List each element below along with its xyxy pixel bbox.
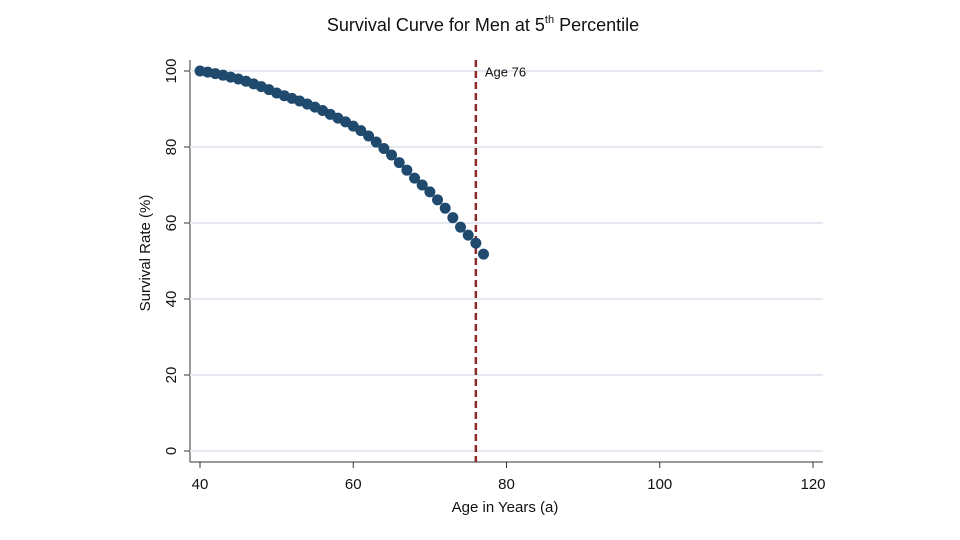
point (409, 172, 421, 184)
point (478, 248, 490, 260)
x-tick-label: 100 (647, 476, 672, 493)
y-axis-title: Survival Rate (%) (137, 195, 154, 312)
x-tick-label: 80 (498, 476, 515, 493)
y-tick-label: 0 (163, 447, 180, 455)
x-axis-title: Age in Years (a) (452, 499, 559, 516)
point (355, 125, 367, 137)
y-tick-label: 60 (163, 215, 180, 232)
point (393, 157, 405, 169)
point (386, 149, 398, 161)
reference-label: Age 76 (485, 64, 526, 79)
title-text: Survival Curve for Men at 5 (327, 15, 545, 35)
point (447, 212, 459, 224)
point (424, 186, 436, 198)
point (378, 143, 390, 155)
point (470, 237, 482, 249)
point (439, 202, 451, 214)
x-tick-label: 60 (345, 476, 362, 493)
point (432, 194, 444, 206)
point (401, 164, 413, 176)
point (455, 221, 467, 233)
y-tick-label: 40 (163, 291, 180, 308)
y-tick-label: 100 (163, 58, 180, 83)
point (416, 179, 428, 191)
point (363, 130, 375, 142)
y-tick-label: 80 (163, 139, 180, 156)
x-tick-label: 120 (800, 476, 825, 493)
title-text: Percentile (554, 15, 639, 35)
point (462, 229, 474, 241)
title-superscript: th (545, 14, 554, 26)
x-tick-label: 40 (192, 476, 209, 493)
point (370, 136, 382, 148)
y-tick-label: 20 (163, 367, 180, 384)
chart-title: Survival Curve for Men at 5th Percentile (327, 14, 639, 35)
